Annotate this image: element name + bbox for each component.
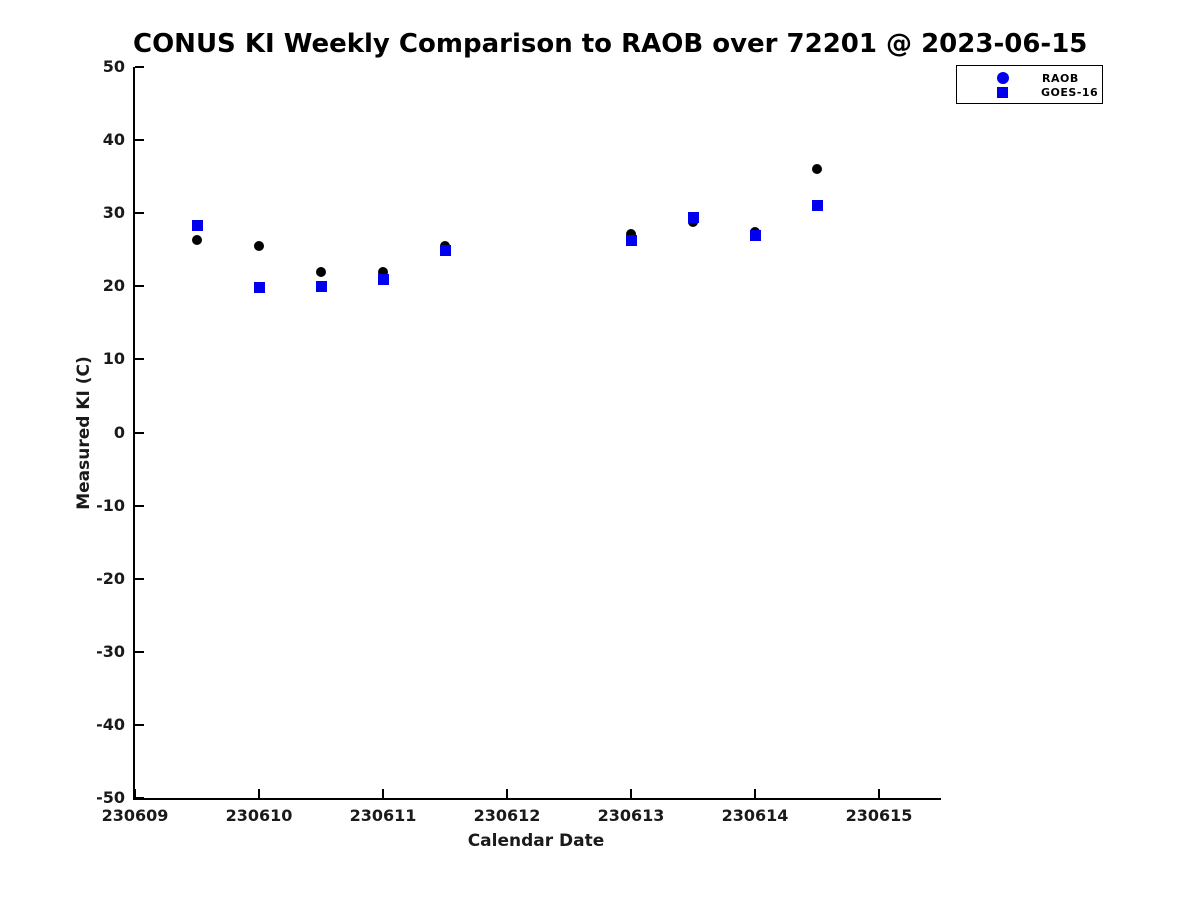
x-tick	[258, 789, 260, 798]
x-tick-label: 230613	[597, 806, 665, 825]
raob-point	[626, 228, 636, 239]
y-tick-label: -50	[96, 788, 125, 807]
x-tick-label: 230609	[101, 806, 169, 825]
y-tick-label: 50	[102, 57, 125, 76]
y-tick	[135, 797, 144, 799]
legend-item-goes16: GOES-16	[957, 85, 1102, 99]
legend-item-raob: RAOB	[957, 71, 1102, 85]
y-tick-label: -40	[96, 714, 125, 734]
goes16-legend-marker-icon	[997, 86, 1008, 98]
raob-legend-marker-icon	[997, 72, 1009, 84]
y-tick-label: -10	[96, 495, 125, 515]
y-tick	[135, 66, 144, 68]
x-tick	[754, 789, 756, 798]
y-axis-label: Measured KI (C)	[74, 356, 94, 510]
y-tick-label: 20	[102, 276, 125, 296]
x-tick	[382, 789, 384, 798]
raob-point	[254, 241, 264, 252]
y-tick	[135, 212, 144, 215]
raob-point	[812, 164, 822, 175]
legend-label-raob: RAOB	[1042, 71, 1079, 85]
y-tick	[135, 723, 144, 726]
raob-point	[192, 235, 202, 246]
legend: RAOB GOES-16	[956, 65, 1103, 104]
x-tick	[134, 789, 136, 798]
y-tick	[135, 285, 144, 288]
y-tick	[135, 431, 144, 434]
y-tick	[135, 139, 144, 142]
goes-16-point	[811, 200, 823, 212]
x-tick-label: 230610	[225, 806, 293, 825]
y-tick	[135, 504, 144, 507]
goes-16-point	[439, 244, 451, 256]
y-tick	[135, 577, 144, 580]
x-tick	[878, 789, 880, 798]
goes-16-point	[749, 230, 761, 242]
y-tick-label: 40	[102, 130, 125, 150]
raob-point	[316, 266, 326, 277]
x-tick	[630, 789, 632, 798]
x-tick	[506, 789, 508, 798]
y-tick-label: -20	[96, 568, 125, 588]
chart-title: CONUS KI Weekly Comparison to RAOB over …	[133, 29, 1088, 59]
x-axis-label: Calendar Date	[467, 831, 605, 851]
goes-16-point	[253, 282, 265, 294]
goes-16-point	[377, 274, 389, 286]
plot-area: 230609 230610 230611 230612 230613 230614 2306…	[96, 57, 941, 825]
y-tick-label: 0	[113, 422, 125, 442]
x-tick-label: 230612	[473, 806, 541, 825]
y-tick	[135, 358, 144, 361]
legend-label-goes16: GOES-16	[1041, 85, 1099, 99]
x-tick-label: 230615	[845, 806, 913, 825]
y-tick-label: 30	[102, 203, 125, 223]
goes-16-point	[191, 220, 203, 232]
goes-16-point	[687, 212, 699, 224]
goes-16-point	[315, 280, 327, 292]
x-tick-label: 230611	[349, 806, 417, 825]
x-tick-label: 230614	[721, 806, 789, 825]
goes-16-point	[625, 234, 637, 246]
y-tick-label: 10	[102, 349, 125, 369]
raob-point	[378, 267, 388, 278]
y-tick-label: -30	[96, 641, 125, 661]
y-tick	[135, 650, 144, 653]
